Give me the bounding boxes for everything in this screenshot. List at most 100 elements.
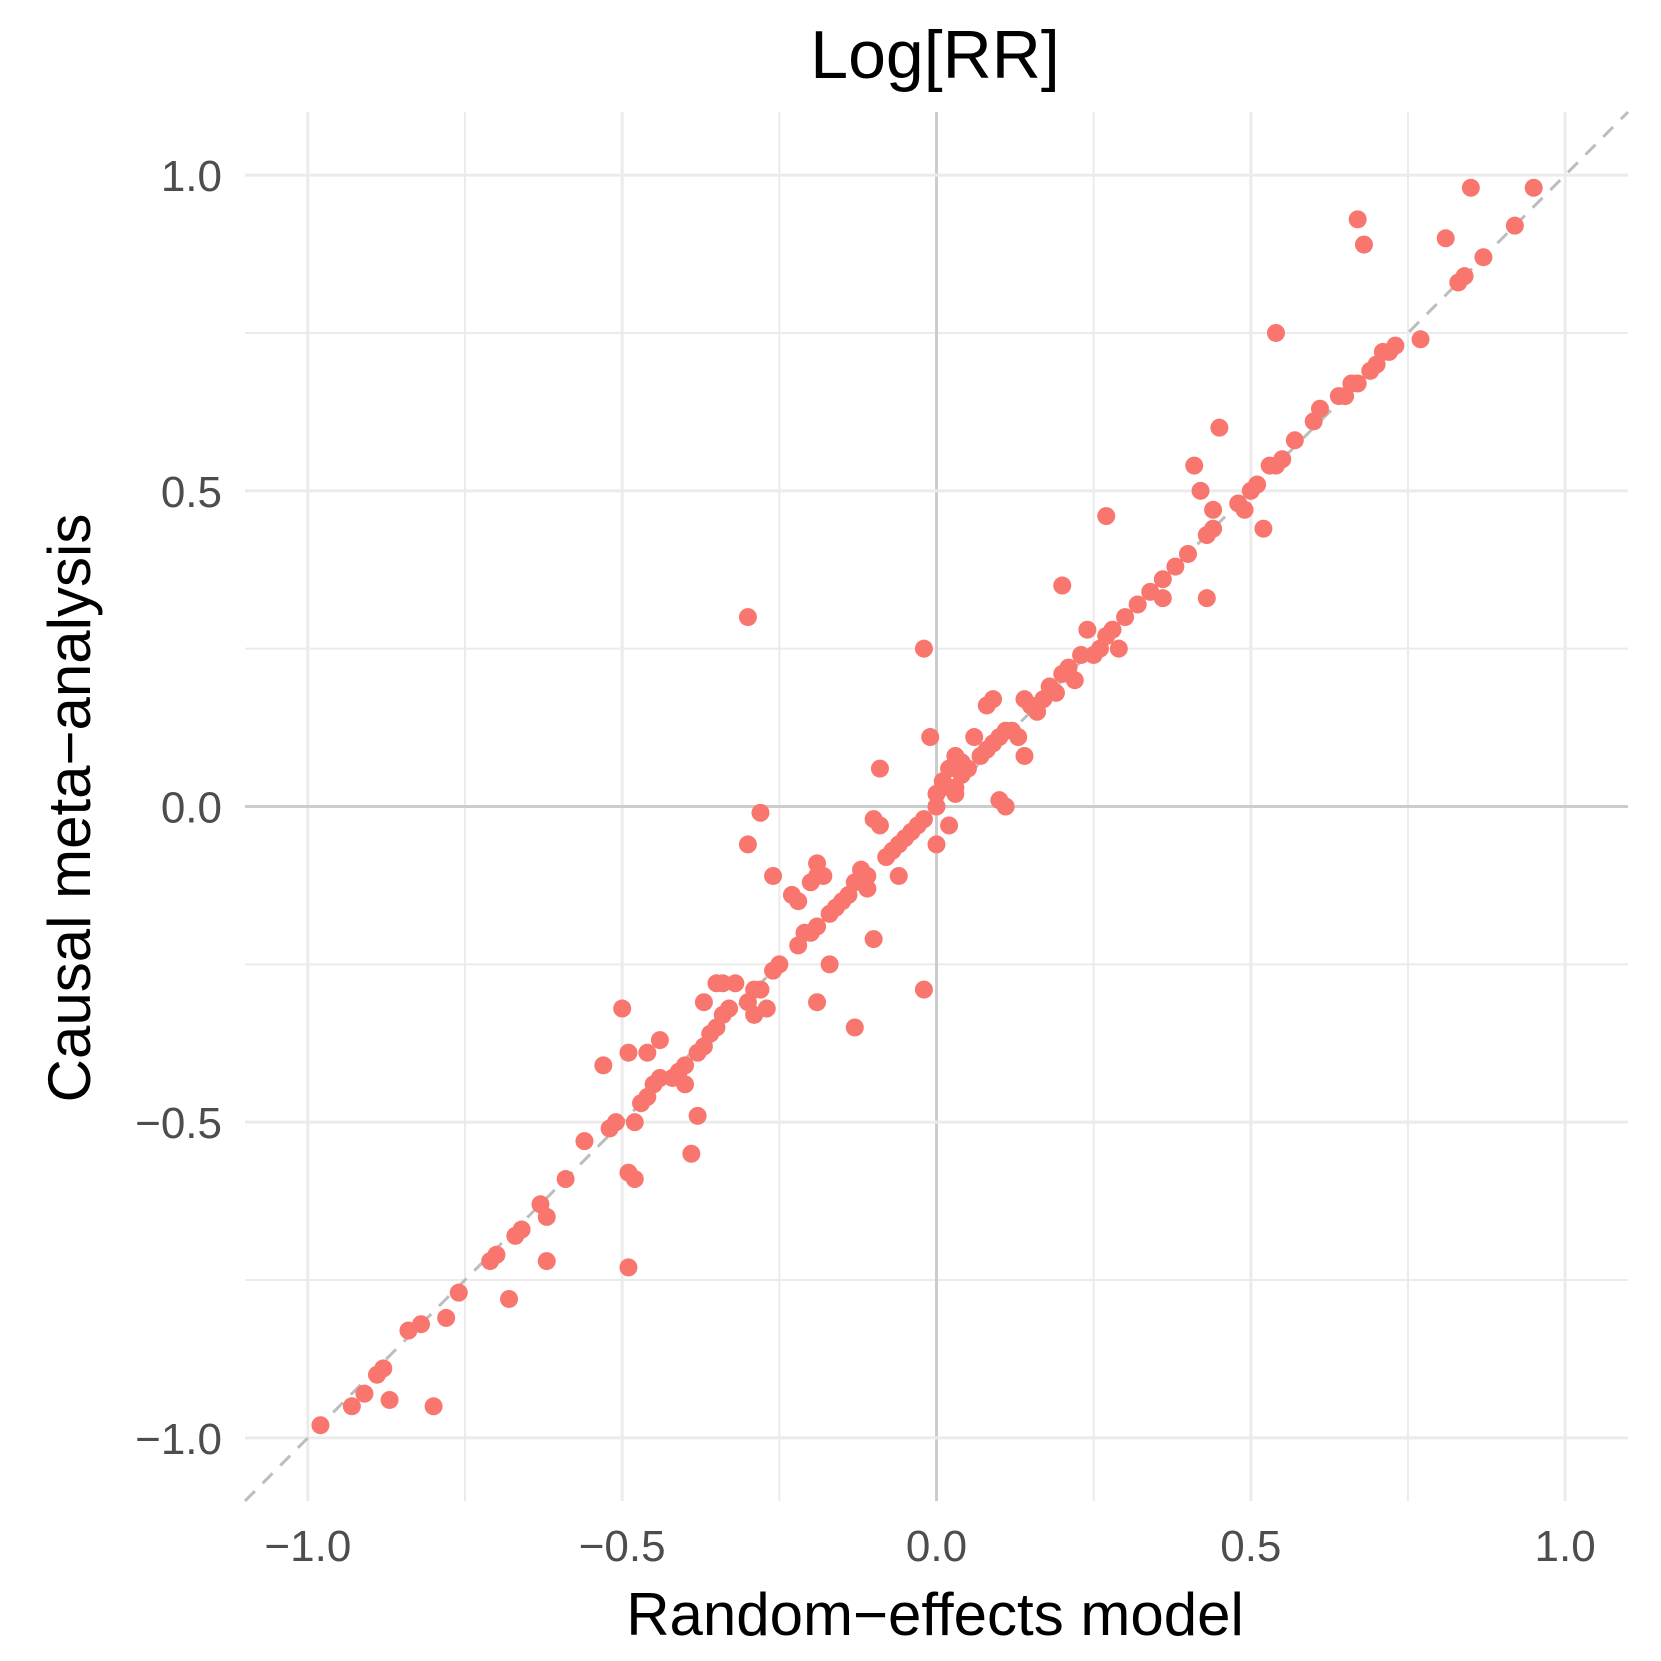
x-tick-label: 0.0 [906, 1522, 967, 1571]
points-layer [311, 178, 1543, 1435]
data-point [720, 999, 739, 1018]
data-point [1348, 374, 1367, 393]
y-tick-label: 0.5 [161, 468, 222, 517]
x-tick-label: 0.5 [1220, 1522, 1281, 1571]
data-point [500, 1289, 519, 1308]
data-point [1248, 475, 1267, 494]
data-point [870, 759, 889, 778]
data-point [770, 955, 789, 974]
data-point [1065, 671, 1084, 690]
data-point [437, 1308, 456, 1327]
data-point [355, 1384, 374, 1403]
data-point [619, 1043, 638, 1062]
data-point [1235, 500, 1254, 519]
data-point [1116, 608, 1135, 627]
data-point [682, 1144, 701, 1163]
grid-layer [245, 112, 1628, 1501]
data-point [1455, 267, 1474, 286]
data-point [1310, 399, 1329, 418]
data-point [556, 1170, 575, 1189]
data-point [1097, 507, 1116, 526]
data-point [613, 999, 632, 1018]
data-point [1009, 728, 1028, 747]
x-axis-title: Random−effects model [626, 1581, 1244, 1648]
data-point [764, 866, 783, 885]
data-point [1285, 431, 1304, 450]
data-point [751, 803, 770, 822]
data-point [1078, 620, 1097, 639]
data-point [1354, 235, 1373, 254]
data-point [1348, 210, 1367, 229]
data-point [751, 980, 770, 999]
tick-label-layer: −1.0 −0.5 0.0 0.5 1.0 −1.0 −0.5 0.0 0.5 1.0 [135, 152, 1596, 1571]
data-point [1474, 248, 1493, 267]
data-point [1178, 544, 1197, 563]
data-point [342, 1397, 361, 1416]
data-point [1053, 576, 1072, 595]
data-point [1197, 589, 1216, 608]
data-point [1153, 570, 1172, 589]
data-point [914, 980, 933, 999]
data-point [1204, 519, 1223, 538]
data-point [789, 936, 808, 955]
data-point [1191, 481, 1210, 500]
data-point [984, 690, 1003, 709]
data-point [650, 1031, 669, 1050]
data-point [889, 866, 908, 885]
data-point [1185, 456, 1204, 475]
x-tick-label: 1.0 [1535, 1522, 1596, 1571]
data-point [914, 810, 933, 829]
chart-title: Log[RR] [810, 17, 1059, 93]
data-point [1266, 323, 1285, 342]
y-tick-label: −1.0 [135, 1415, 222, 1464]
data-point [1109, 639, 1128, 658]
data-point [914, 639, 933, 658]
data-point [713, 974, 732, 993]
data-point [870, 816, 889, 835]
data-point [650, 1068, 669, 1087]
data-point [808, 993, 827, 1012]
data-point [946, 784, 965, 803]
data-point [676, 1056, 695, 1075]
data-point [738, 835, 757, 854]
data-point [625, 1113, 644, 1132]
data-point [1210, 418, 1229, 437]
data-point [820, 955, 839, 974]
data-point [1524, 178, 1543, 197]
data-point [738, 608, 757, 627]
data-point [940, 816, 959, 835]
data-point [1386, 336, 1405, 355]
y-axis-title: Causal meta−analysis [36, 514, 103, 1103]
data-point [1015, 746, 1034, 765]
data-point [1436, 229, 1455, 248]
data-point [374, 1359, 393, 1378]
data-point [537, 1207, 556, 1226]
data-point [412, 1315, 431, 1334]
data-point [921, 728, 940, 747]
data-point [1153, 589, 1172, 608]
data-point [575, 1132, 594, 1151]
data-point [1128, 595, 1147, 614]
data-point [594, 1056, 613, 1075]
data-point [424, 1397, 443, 1416]
data-point [449, 1283, 468, 1302]
data-point [864, 930, 883, 949]
data-point [1461, 178, 1480, 197]
data-point [858, 866, 877, 885]
data-point [814, 866, 833, 885]
data-point [927, 835, 946, 854]
data-point [808, 917, 827, 936]
data-point [619, 1258, 638, 1277]
data-point [1046, 683, 1065, 702]
data-point [1254, 519, 1273, 538]
data-point [1204, 500, 1223, 519]
data-point [858, 879, 877, 898]
x-tick-label: −1.0 [264, 1522, 351, 1571]
y-tick-label: 1.0 [161, 152, 222, 201]
data-point [676, 1075, 695, 1094]
data-point [757, 999, 776, 1018]
data-point [1411, 330, 1430, 349]
data-point [606, 1113, 625, 1132]
